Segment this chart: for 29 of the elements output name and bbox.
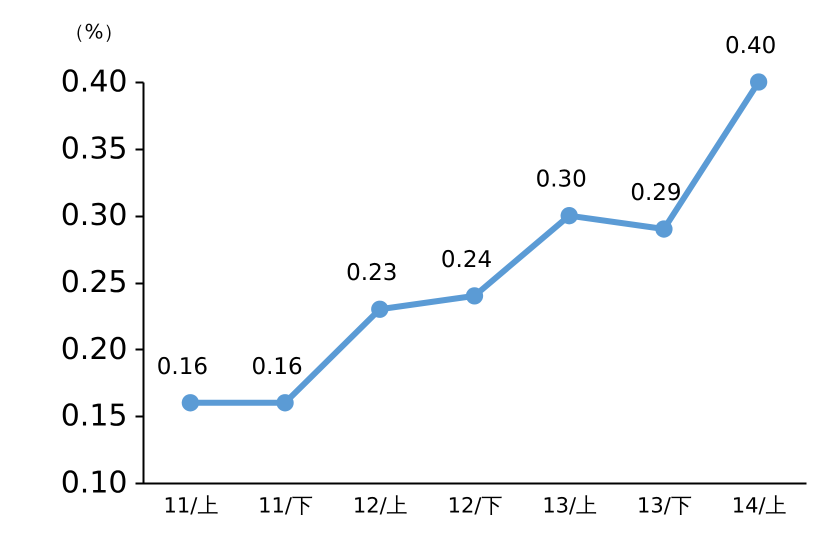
x-tick-label: 14/上 [732,494,787,518]
y-tick-label: 0.40 [60,64,128,100]
point [466,287,484,305]
x-tick-label: 11/上 [163,494,218,518]
y-tick-label: 0.10 [60,466,128,500]
y-tick-label: 0.30 [60,198,128,234]
y-axis-title: （%） [64,20,124,44]
data-label: 0.23 [346,260,398,286]
x-tick-label: 12/上 [352,494,408,518]
y-tick-label: 0.15 [60,398,128,434]
point [276,394,294,412]
y-tick-label: 0.20 [60,332,128,367]
data-label: 0.24 [440,246,492,273]
point [371,300,388,318]
data-label: 0.40 [725,33,776,59]
x-tick-label: 13/下 [637,494,692,518]
data-label: 0.16 [251,354,303,380]
data-label: 0.30 [536,166,587,193]
data-label: 0.29 [630,180,682,206]
point [750,73,768,91]
point [560,207,578,224]
x-tick-label: 11/下 [258,494,313,518]
y-tick-label: 0.25 [60,265,128,300]
point [182,394,200,412]
y-tick-label: 0.35 [60,131,128,166]
x-tick-label: 13/上 [542,494,598,518]
x-tick-label: 12/下 [448,494,502,518]
data-label: 0.16 [156,354,208,380]
point [655,220,673,238]
